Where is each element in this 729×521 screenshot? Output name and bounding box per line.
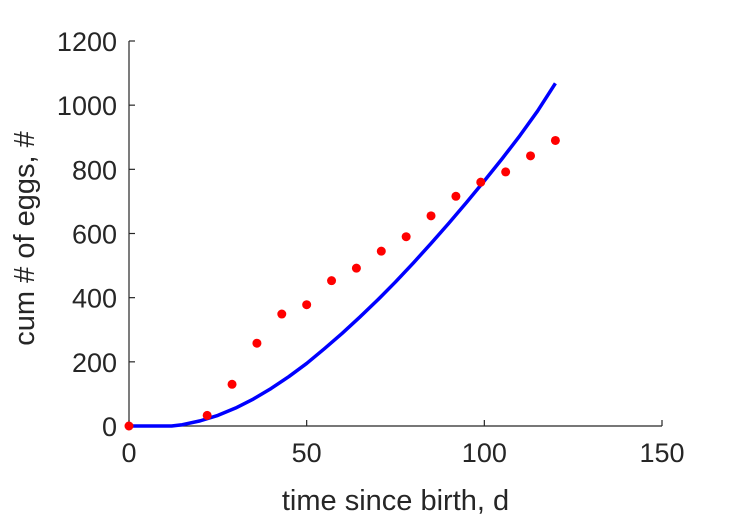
data-point: [376, 246, 386, 256]
data-point: [401, 232, 411, 242]
data-point: [550, 135, 560, 145]
x-tick-label: 100: [462, 438, 507, 468]
data-point: [501, 167, 511, 177]
y-tick-label: 400: [72, 284, 117, 314]
data-point: [227, 379, 237, 389]
data-point: [252, 338, 262, 348]
data-point: [451, 191, 461, 201]
axes: [128, 41, 662, 427]
x-axis-label: time since birth, d: [282, 485, 509, 517]
y-tick-label: 800: [72, 155, 117, 185]
data-point: [327, 276, 337, 286]
data-point: [124, 421, 134, 431]
data-point: [426, 211, 436, 221]
data-point: [526, 151, 536, 161]
plot-area: [124, 82, 560, 431]
x-ticks: 0 50 100 150: [121, 420, 685, 468]
x-tick-label: 150: [639, 438, 684, 468]
data-point: [302, 300, 312, 310]
y-tick-label: 600: [72, 220, 117, 250]
data-point: [351, 263, 361, 273]
y-ticks: 0 200 400 600 800 1000 1200: [57, 27, 135, 442]
x-tick-label: 0: [121, 438, 136, 468]
data-point: [476, 177, 486, 187]
y-tick-label: 200: [72, 348, 117, 378]
data-point: [202, 410, 212, 420]
data-point: [277, 309, 287, 319]
model-curve: [129, 82, 557, 428]
y-tick-label: 1200: [57, 27, 117, 57]
y-tick-label: 1000: [57, 91, 117, 121]
x-tick-label: 50: [292, 438, 322, 468]
y-axis-label: cum # of eggs, #: [9, 131, 41, 345]
y-tick-label: 0: [102, 412, 117, 442]
